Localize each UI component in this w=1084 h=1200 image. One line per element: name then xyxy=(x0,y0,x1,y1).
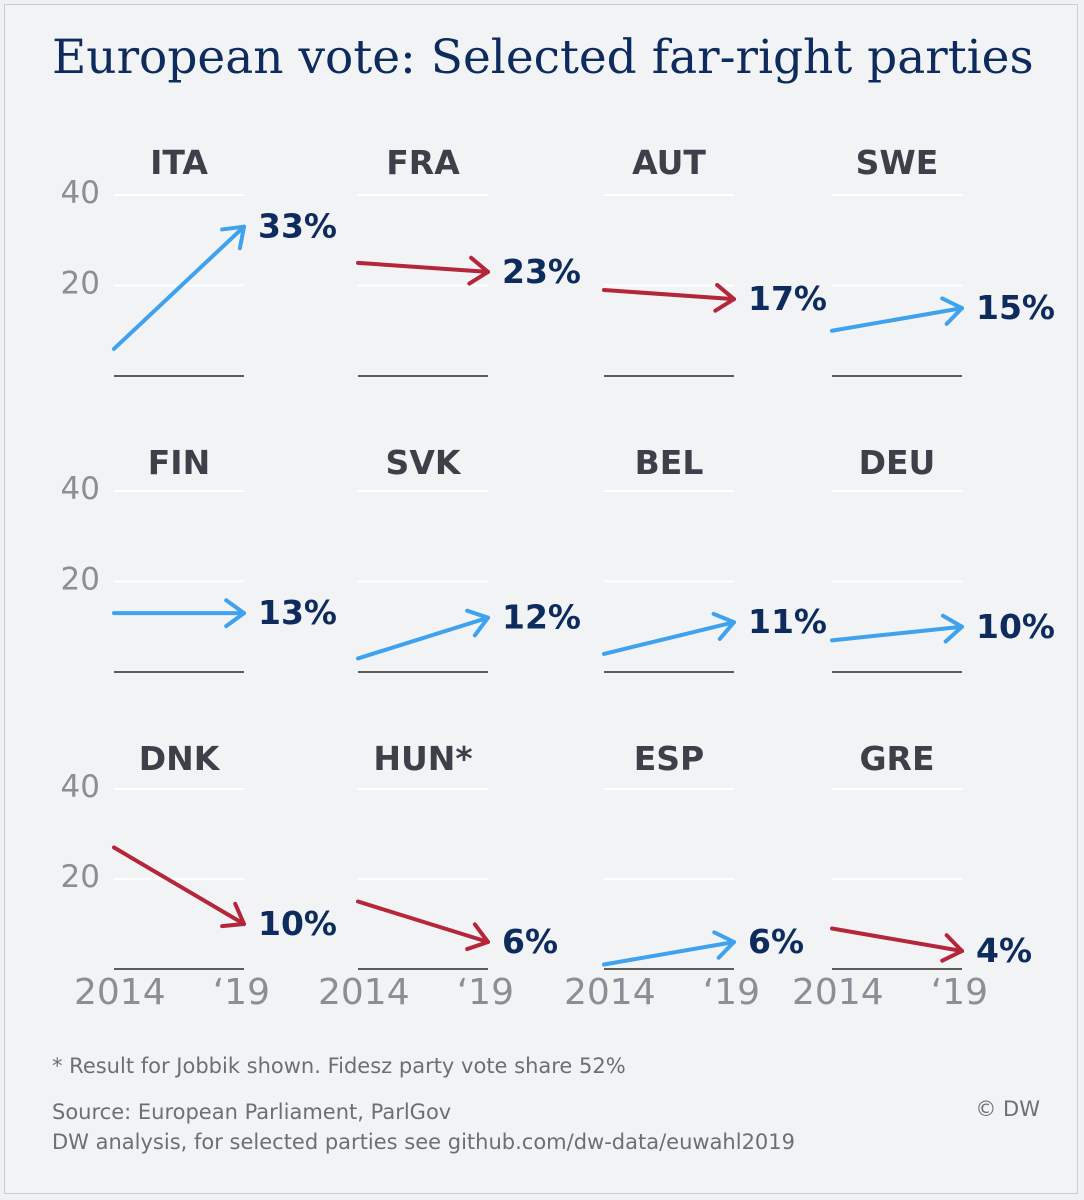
panel-label: GRE xyxy=(859,739,934,778)
data-label: 10% xyxy=(976,607,1055,646)
data-label: 12% xyxy=(502,598,581,637)
arrow-head xyxy=(220,901,246,929)
arrow-head xyxy=(711,611,736,642)
footnote: * Result for Jobbik shown. Fidesz party … xyxy=(52,1054,626,1078)
data-label: 17% xyxy=(748,279,827,318)
arrow-head xyxy=(712,930,736,960)
x-tick-label: ‘19 xyxy=(213,972,270,1013)
y-tick-label: 20 xyxy=(61,859,100,895)
arrow-head xyxy=(224,598,246,629)
panel-label: FRA xyxy=(386,143,460,182)
panel-label: DNK xyxy=(139,739,221,778)
panel-label: BEL xyxy=(635,443,704,482)
arrow-head xyxy=(467,255,490,286)
chart-frame xyxy=(4,4,1078,1194)
data-label: 6% xyxy=(502,922,558,961)
data-label: 13% xyxy=(258,593,337,632)
data-label: 10% xyxy=(258,904,337,943)
series-line xyxy=(112,845,246,926)
x-tick-label: 2014 xyxy=(318,972,410,1013)
panel-label: HUN* xyxy=(373,739,472,778)
y-tick-label: 20 xyxy=(61,266,100,302)
panel-label: SWE xyxy=(856,143,939,182)
series-line xyxy=(602,940,736,967)
arrow-head xyxy=(465,608,490,638)
arrow-head xyxy=(713,282,736,313)
source-line-2: DW analysis, for selected parties see gi… xyxy=(52,1130,796,1154)
panel-label: DEU xyxy=(859,443,936,482)
x-tick-label: ‘19 xyxy=(931,972,988,1013)
x-tick-label: 2014 xyxy=(792,972,884,1013)
series-line xyxy=(112,224,246,351)
x-tick-label: ‘19 xyxy=(457,972,514,1013)
source-note: Source: European Parliament, ParlGov DW … xyxy=(52,1097,795,1157)
data-label: 4% xyxy=(976,931,1032,970)
arrow-head xyxy=(940,933,964,963)
series-line xyxy=(356,899,490,944)
y-tick-label: 20 xyxy=(61,562,100,598)
panel-label: ESP xyxy=(634,739,705,778)
arrow-head xyxy=(940,296,964,326)
chart-title: European vote: Selected far-right partie… xyxy=(52,30,1034,85)
y-tick-label: 40 xyxy=(61,471,100,507)
x-tick-label: ‘19 xyxy=(703,972,760,1013)
series-line xyxy=(356,615,490,661)
panel-label: SVK xyxy=(386,443,462,482)
arrow-head xyxy=(465,922,490,952)
series-line xyxy=(602,620,736,656)
data-label: 15% xyxy=(976,288,1055,327)
copyright-credit: © DW xyxy=(975,1097,1040,1121)
arrow-head xyxy=(940,613,964,644)
source-line-1: Source: European Parliament, ParlGov xyxy=(52,1100,452,1124)
panel-label: ITA xyxy=(150,143,208,182)
panel-label: AUT xyxy=(632,143,706,182)
series-line xyxy=(356,260,490,274)
series-line xyxy=(830,926,964,953)
x-tick-label: 2014 xyxy=(74,972,166,1013)
y-tick-label: 40 xyxy=(61,175,100,211)
arrow-head xyxy=(220,224,246,251)
series-line xyxy=(602,288,736,302)
y-tick-label: 40 xyxy=(61,769,100,805)
series-line xyxy=(830,306,964,333)
x-tick-label: 2014 xyxy=(564,972,656,1013)
data-label: 23% xyxy=(502,252,581,291)
data-label: 6% xyxy=(748,922,804,961)
series-line xyxy=(830,624,964,643)
data-label: 11% xyxy=(748,602,827,641)
data-label: 33% xyxy=(258,207,337,246)
panel-label: FIN xyxy=(148,443,210,482)
